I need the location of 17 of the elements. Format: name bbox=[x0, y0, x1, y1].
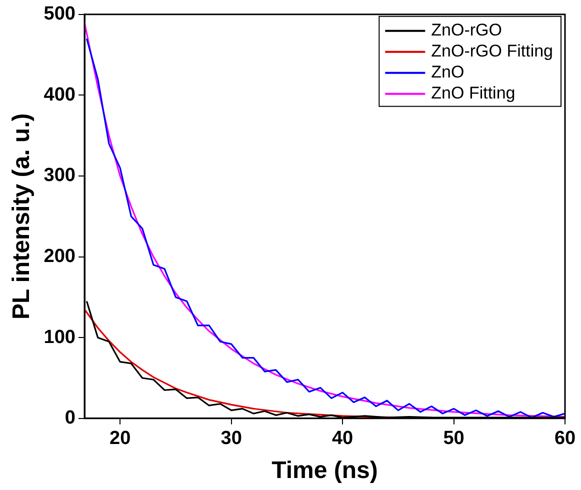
y-tick-label: 400 bbox=[44, 84, 76, 106]
x-tick-label: 40 bbox=[332, 428, 354, 450]
y-tick-label: 500 bbox=[44, 4, 76, 25]
legend-label: ZnO-rGO Fitting bbox=[431, 42, 554, 61]
x-tick-label: 50 bbox=[443, 428, 464, 450]
x-tick-label: 30 bbox=[220, 428, 242, 450]
legend-label: ZnO bbox=[431, 62, 464, 82]
x-axis-title: Time (ns) bbox=[272, 457, 378, 484]
y-tick-label: 200 bbox=[44, 246, 76, 268]
y-tick-label: 100 bbox=[44, 326, 76, 348]
x-tick-label: 20 bbox=[110, 428, 131, 450]
y-tick-label: 0 bbox=[64, 408, 76, 429]
legend-label: ZnO-rGO bbox=[431, 20, 502, 40]
y-axis-title: PL intensity (a. u.) bbox=[8, 113, 36, 320]
y-tick-label: 300 bbox=[44, 165, 76, 186]
legend-label: ZnO Fitting bbox=[431, 84, 516, 103]
x-tick-label: 60 bbox=[554, 428, 576, 450]
